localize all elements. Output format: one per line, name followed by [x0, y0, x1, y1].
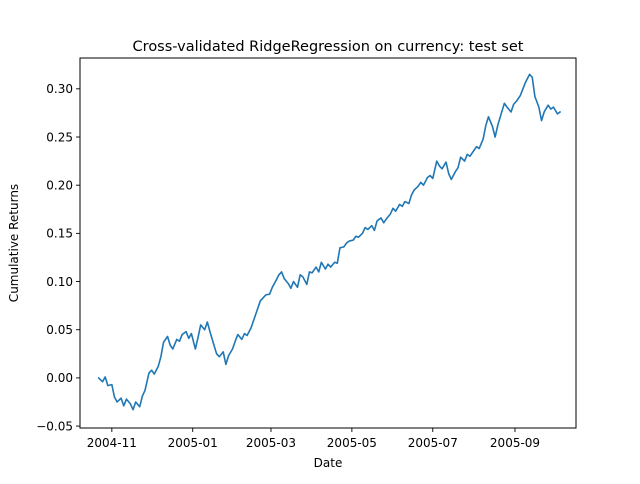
x-tick-label: 2005-01 — [168, 436, 218, 450]
x-tick-label: 2005-09 — [490, 436, 540, 450]
plot-area — [97, 73, 561, 411]
y-tick-label: 0.15 — [46, 227, 73, 241]
y-tick-label: 0.00 — [46, 371, 73, 385]
x-tick-label: 2004-11 — [87, 436, 137, 450]
series-line-0 — [97, 73, 561, 411]
x-tick-label: 2005-03 — [246, 436, 296, 450]
y-tick-label: 0.10 — [46, 275, 73, 289]
y-tick-label: 0.05 — [46, 323, 73, 337]
x-tick-label: 2005-05 — [327, 436, 377, 450]
y-tick-label: 0.20 — [46, 178, 73, 192]
y-tick-label: 0.25 — [46, 130, 73, 144]
x-axis: 2004-11 2005-01 2005-03 2005-05 2005-07 2005-… — [87, 428, 540, 450]
y-tick-label: −0.05 — [36, 419, 73, 433]
y-axis-label: Cumulative Returns — [7, 184, 21, 302]
y-axis: −0.05 0.00 0.05 0.10 0.15 0.20 0.25 0.30 — [36, 82, 80, 433]
x-axis-label: Date — [314, 456, 343, 470]
axes-frame — [79, 57, 577, 429]
y-tick-label: 0.30 — [46, 82, 73, 96]
chart-title: Cross-validated RidgeRegression on curre… — [133, 39, 524, 55]
x-tick-label: 2005-07 — [408, 436, 458, 450]
